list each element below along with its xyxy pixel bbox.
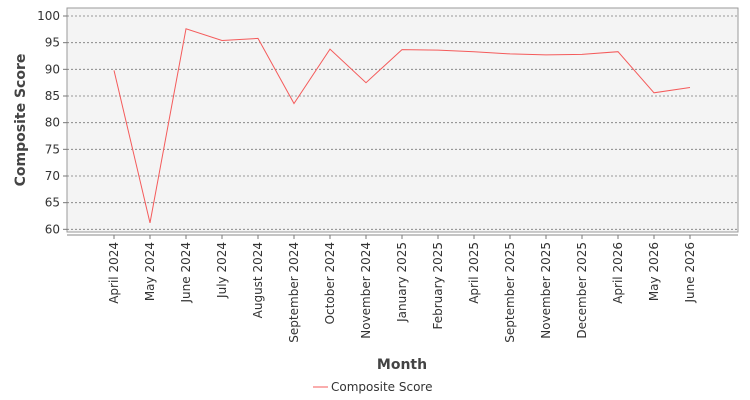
y-tick-label: 100	[37, 9, 60, 23]
x-tick-label: April 2024	[107, 242, 121, 304]
series-line	[113, 28, 691, 224]
x-tick-label: February 2025	[431, 242, 445, 330]
x-tick-label: November 2024	[359, 242, 373, 339]
x-tick-label: April 2025	[467, 242, 481, 304]
x-tick-label: August 2024	[251, 242, 265, 318]
y-tick-label: 70	[45, 169, 60, 183]
plot-area	[66, 7, 739, 233]
x-tick-label: July 2024	[215, 242, 229, 299]
x-tick-label: November 2025	[539, 242, 553, 339]
legend-label: Composite Score	[331, 380, 432, 394]
y-tick-label: 75	[45, 142, 60, 156]
y-tick-label: 65	[45, 196, 60, 210]
y-axis: 60 65 70 75 80 85 90 95 100	[37, 9, 67, 236]
x-tick-label: September 2024	[287, 242, 301, 343]
y-tick-label: 95	[45, 36, 60, 50]
legend: Composite Score	[313, 380, 432, 394]
x-tick-label: September 2025	[503, 242, 517, 343]
series-layer	[113, 28, 691, 224]
x-tick-label: January 2025	[395, 242, 409, 323]
x-axis-title: Month	[377, 357, 427, 373]
x-tick-label: June 2024	[179, 242, 193, 304]
x-tick-label: May 2024	[143, 242, 157, 301]
x-tick-label: June 2026	[683, 242, 697, 304]
x-tick-label: May 2026	[647, 242, 661, 301]
y-tick-label: 85	[45, 89, 60, 103]
y-tick-label: 90	[45, 62, 60, 76]
x-axis: April 2024 May 2024 June 2024 July 2024 Augu…	[67, 234, 738, 343]
y-axis-title: Composite Score	[13, 54, 29, 187]
y-tick-label: 80	[45, 116, 60, 130]
y-tick-label: 60	[45, 222, 60, 236]
x-tick-label: December 2025	[575, 242, 589, 339]
x-tick-label: October 2024	[323, 242, 337, 324]
x-tick-label: April 2026	[611, 242, 625, 304]
